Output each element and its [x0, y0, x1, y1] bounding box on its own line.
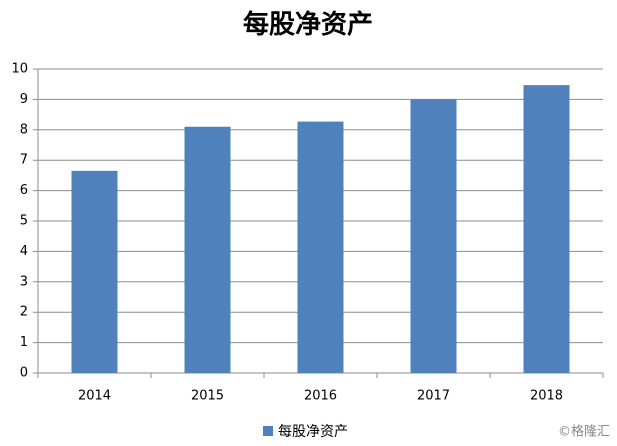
y-tick-label: 5 — [20, 214, 28, 229]
y-tick-label: 4 — [20, 244, 28, 259]
y-tick-label: 7 — [20, 153, 28, 168]
legend-label: 每股净资产 — [278, 424, 348, 440]
y-tick-label: 10 — [11, 62, 28, 77]
legend-swatch — [263, 426, 273, 436]
bar — [184, 126, 231, 373]
x-tick-label: 2016 — [304, 389, 337, 404]
y-tick-label: 1 — [20, 335, 28, 350]
y-tick-label: 6 — [20, 183, 28, 198]
x-tick-label: 2014 — [78, 389, 111, 404]
bar — [523, 85, 570, 373]
watermark: ©格隆汇 — [558, 424, 610, 440]
y-tick-label: 2 — [20, 305, 28, 320]
y-tick-label: 3 — [20, 274, 28, 289]
bar — [297, 121, 344, 373]
x-tick-label: 2018 — [530, 389, 563, 404]
x-tick-label: 2017 — [417, 389, 450, 404]
y-tick-label: 8 — [20, 122, 28, 137]
bar — [71, 170, 118, 373]
y-tick-label: 0 — [20, 366, 28, 381]
bar — [410, 99, 457, 374]
x-tick-label: 2015 — [191, 389, 224, 404]
y-tick-label: 9 — [20, 92, 28, 107]
chart-title: 每股净资产 — [243, 9, 373, 40]
